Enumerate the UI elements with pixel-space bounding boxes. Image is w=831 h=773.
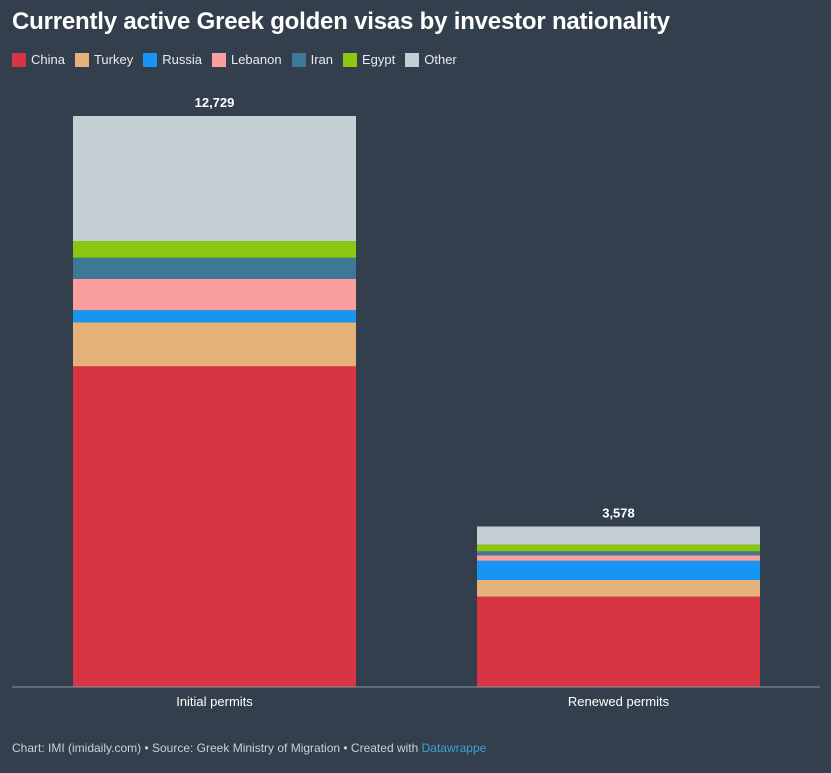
legend-swatch [343, 52, 357, 67]
datawrapper-link[interactable]: Datawrappe [421, 741, 487, 755]
legend-label: Iran [310, 52, 333, 67]
legend-item-other: Other [405, 52, 457, 67]
legend-item-turkey: Turkey [74, 52, 134, 67]
bar-segment-iran-renewed [477, 551, 760, 556]
legend-item-china: China [12, 52, 65, 67]
chart-legend: China Turkey Russia Lebanon Iran Egypt Other [12, 52, 467, 67]
legend-swatch [143, 52, 158, 67]
legend-swatch [291, 52, 306, 67]
bar-segment-egypt-renewed [477, 544, 760, 552]
bar-segment-lebanon-renewed [477, 555, 760, 561]
legend-label: Other [424, 52, 457, 67]
legend-label: Russia [162, 52, 202, 67]
legend-swatch [12, 52, 26, 67]
legend-label: China [31, 52, 65, 67]
bar-segment-egypt-initial [73, 241, 356, 258]
legend-swatch [405, 52, 420, 67]
bar-segment-iran-initial [73, 257, 356, 279]
bar-total-label: 12,729 [195, 95, 235, 110]
legend-item-iran: Iran [291, 52, 333, 67]
legend-item-lebanon: Lebanon [211, 52, 282, 67]
bar-segment-lebanon-initial [73, 278, 356, 311]
bar-segment-other-renewed [477, 526, 760, 545]
bar-segment-china-renewed [477, 596, 760, 687]
bar-total-label: 3,578 [602, 505, 635, 520]
bar-segment-russia-renewed [477, 560, 760, 581]
bar-segment-china-initial [73, 366, 356, 687]
x-axis-tick-label: Renewed permits [568, 694, 670, 709]
legend-item-egypt: Egypt [343, 52, 395, 67]
chart-title: Currently active Greek golden visas by i… [12, 8, 670, 35]
legend-swatch [211, 52, 226, 67]
legend-label: Egypt [362, 52, 396, 67]
footer-credits: Chart: IMI (imidaily.com) • Source: Gree… [12, 741, 422, 755]
legend-label: Lebanon [230, 52, 282, 67]
legend-label: Turkey [93, 52, 134, 67]
x-axis-tick-label: Initial permits [176, 694, 253, 709]
bar-segment-turkey-renewed [477, 580, 760, 597]
legend-swatch [74, 52, 89, 67]
bar-segment-russia-initial [73, 310, 356, 323]
chart-footer: Chart: IMI (imidaily.com) • Source: Gree… [12, 741, 486, 755]
bar-segment-turkey-initial [73, 322, 356, 367]
bar-segment-other-initial [73, 116, 356, 242]
legend-item-russia: Russia [143, 52, 202, 67]
